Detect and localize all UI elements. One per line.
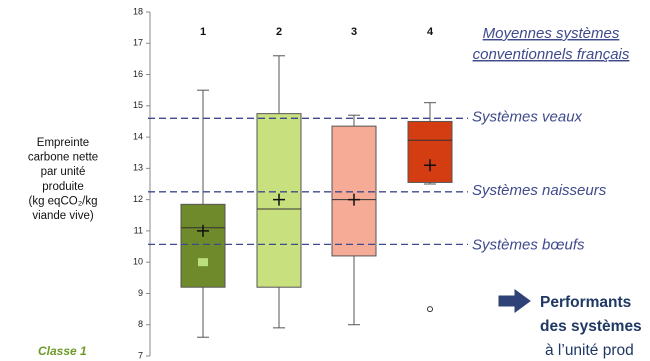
category-label: 4	[427, 26, 434, 38]
y-axis-label: carbone nette	[28, 152, 98, 164]
y-tick-label: 9	[138, 288, 143, 298]
arrow-icon	[498, 289, 531, 313]
outlier	[427, 306, 433, 313]
category-label: 2	[276, 26, 282, 38]
y-axis-label: par unité	[41, 166, 86, 178]
y-tick-label: 18	[133, 6, 143, 16]
y-tick-label: 7	[138, 350, 143, 360]
y-tick-label: 17	[133, 38, 143, 48]
note: à l’unité prod	[545, 342, 634, 359]
reference-title: conventionnels français	[473, 46, 630, 63]
y-axis-label: Empreinte	[37, 137, 89, 149]
reference-label: Systèmes naisseurs	[472, 182, 607, 199]
category-label: 1	[200, 26, 206, 38]
y-tick-label: 16	[133, 69, 143, 79]
mean-marker	[424, 159, 436, 172]
note: Performants	[540, 294, 631, 311]
marker	[198, 258, 208, 267]
mean-marker	[197, 224, 209, 237]
reference-label: Systèmes bœufs	[472, 236, 585, 253]
y-tick-label: 14	[133, 131, 143, 141]
mean-marker	[273, 193, 285, 206]
y-axis-label: produite	[42, 181, 84, 193]
y-tick-label: 13	[133, 163, 143, 173]
class-label: Classe 1	[38, 344, 87, 358]
y-axis-label: (kg eqCO₂/kg	[28, 195, 97, 207]
y-tick-label: 15	[133, 100, 143, 110]
mean-marker	[348, 193, 360, 206]
y-tick-label: 11	[134, 225, 143, 235]
y-axis-label: viande vive)	[32, 210, 94, 222]
note: des systèmes	[540, 318, 642, 335]
reference-label: Systèmes veaux	[472, 108, 583, 125]
box	[407, 120, 453, 183]
y-tick-label: 8	[138, 319, 143, 329]
category-label: 3	[351, 26, 357, 38]
box	[180, 203, 226, 288]
box	[331, 125, 377, 257]
y-tick-label: 12	[133, 194, 143, 204]
reference-title: Moyennes systèmes	[483, 25, 620, 42]
y-tick-label: 10	[133, 257, 143, 267]
